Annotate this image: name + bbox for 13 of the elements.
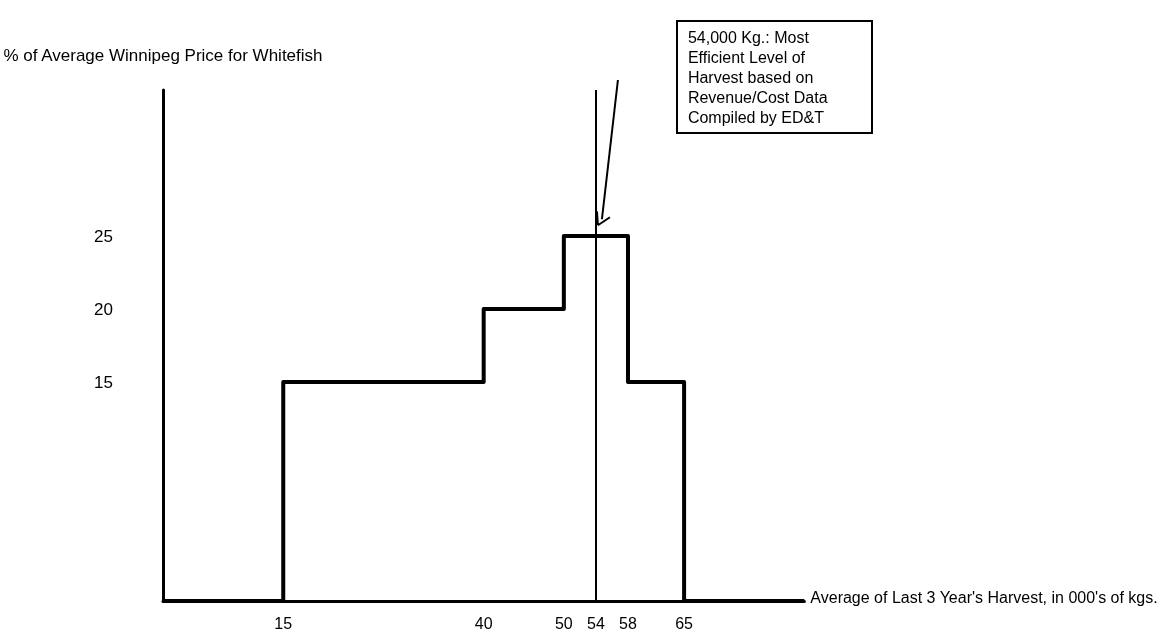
y-tick-label: 20 xyxy=(94,299,113,319)
x-tick-label: 54 xyxy=(587,614,605,631)
x-axis-title: Average of Last 3 Year's Harvest, in 000's of kgs. xyxy=(810,588,1158,606)
callout-box: 54,000 Kg.: Most Efficient Level of Harvest based on Revenue/Cost Data Compiled by ED&T xyxy=(675,20,873,134)
ref-line-label: 54,000 Kg.: Most Efficient Level of Harvest based on Revenue/Cost Data Compiled by ED&T xyxy=(687,29,828,126)
x-tick-label: 40 xyxy=(474,614,493,631)
x-tick-label: 58 xyxy=(619,614,637,631)
y-tick-label: 15 xyxy=(94,372,113,392)
y-tick-label: 25 xyxy=(94,226,113,246)
x-tick-label: 50 xyxy=(554,614,573,631)
y-axis-title: % of Average Winnipeg Price for Whitefish xyxy=(3,45,323,65)
x-tick-label: 15 xyxy=(274,614,293,631)
x-tick-label: 65 xyxy=(675,614,694,631)
